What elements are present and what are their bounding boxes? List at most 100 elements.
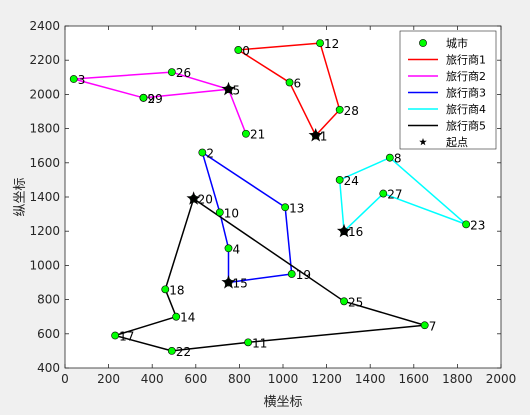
- city-label: 1: [320, 129, 328, 143]
- y-tick-label: 1200: [29, 224, 60, 238]
- y-tick-label: 1400: [29, 190, 60, 204]
- start-marker: [221, 81, 236, 96]
- city-label: 18: [169, 283, 184, 297]
- city-marker: [287, 270, 296, 278]
- x-axis-label: 横坐标: [263, 395, 302, 410]
- city-marker: [69, 75, 78, 83]
- y-tick-label: 2000: [29, 87, 60, 101]
- x-tick-label: 2000: [486, 372, 517, 386]
- city-marker: [139, 93, 148, 102]
- city-marker: [167, 346, 176, 355]
- y-axis-label: 纵坐标: [13, 177, 28, 216]
- city-marker: [111, 331, 120, 340]
- y-tick-label: 2200: [29, 53, 60, 67]
- city-label: 25: [348, 295, 363, 309]
- y-tick-label: 1000: [29, 258, 60, 272]
- city-label: 0: [242, 44, 250, 58]
- city-label: 8: [394, 152, 402, 166]
- y-tick-label: 2400: [29, 19, 60, 33]
- y-tick-label: 400: [37, 361, 60, 375]
- x-tick-label: 1200: [311, 372, 342, 386]
- city-marker: [420, 321, 429, 330]
- city-marker: [242, 129, 250, 138]
- city-label: 7: [429, 319, 437, 333]
- y-tick-label: 1600: [29, 156, 60, 170]
- legend-start-label: 起点: [446, 136, 468, 149]
- y-tick-label: 1800: [29, 122, 60, 136]
- legend-label-2: 旅行商2: [446, 69, 486, 83]
- city-marker: [285, 78, 294, 87]
- legend-label-5: 旅行商5: [446, 119, 486, 133]
- city-label: 4: [233, 242, 241, 256]
- y-tick-label: 800: [37, 293, 60, 307]
- start-marker: [308, 127, 323, 142]
- city-label: 14: [180, 311, 195, 325]
- city-label: 20: [198, 193, 213, 207]
- start-marker: [221, 275, 236, 289]
- city-label: 11: [252, 336, 267, 350]
- city-label: 28: [344, 104, 359, 118]
- city-label: 22: [176, 345, 191, 359]
- city-marker: [462, 220, 471, 229]
- legend-label-4: 旅行商4: [446, 102, 486, 116]
- city-label: 6: [294, 76, 302, 90]
- city-label: 23: [470, 218, 485, 232]
- legend-start-marker: [419, 138, 427, 146]
- city-marker: [244, 338, 253, 347]
- x-tick-label: 600: [184, 372, 207, 386]
- x-tick-label: 1800: [442, 372, 473, 386]
- city-marker: [335, 175, 344, 184]
- legend-city-label: 城市: [446, 36, 468, 50]
- city-marker: [281, 203, 290, 212]
- legend-label-3: 旅行商3: [446, 86, 486, 100]
- start-marker: [336, 223, 352, 238]
- start-marker: [186, 191, 201, 205]
- city-label: 10: [224, 206, 239, 220]
- city-label: 19: [296, 268, 311, 282]
- city-label: 2: [206, 147, 214, 161]
- city-label: 21: [250, 128, 265, 142]
- x-tick-label: 1000: [268, 372, 299, 386]
- city-label: 13: [289, 201, 304, 215]
- city-marker: [234, 46, 243, 54]
- x-tick-label: 800: [228, 372, 251, 386]
- city-label: 12: [324, 37, 339, 51]
- legend-label-1: 旅行商1: [446, 53, 486, 67]
- city-label: 24: [344, 174, 359, 188]
- city-marker: [379, 189, 388, 198]
- route-line-4: [338, 156, 467, 232]
- x-axis-ticks: 0 200 400 600 800 1000 1200 1400 1600 1800 2000: [61, 26, 516, 386]
- y-axis-ticks: 4006008001000120014001600180020002200240…: [29, 19, 501, 375]
- city-label: 17: [119, 330, 134, 344]
- city-marker: [335, 105, 344, 114]
- city-label: 9: [147, 92, 155, 106]
- city-label: 26: [176, 66, 191, 80]
- y-tick-label: 600: [37, 327, 60, 341]
- city-marker: [172, 312, 181, 321]
- city-marker: [224, 244, 233, 253]
- start-layer: [186, 81, 352, 289]
- city-label: 16: [348, 225, 363, 239]
- city-marker: [215, 208, 224, 217]
- city-marker: [340, 297, 348, 306]
- city-label: 5: [233, 83, 241, 97]
- x-tick-label: 400: [141, 372, 164, 386]
- city-label: 15: [233, 277, 248, 291]
- route-line-1: [237, 42, 341, 136]
- city-label: 3: [78, 73, 86, 87]
- legend-city-marker: [419, 39, 427, 47]
- city-label: 29: [147, 92, 162, 106]
- x-tick-label: 1600: [399, 372, 430, 386]
- legend-box: [399, 30, 497, 150]
- city-marker: [167, 68, 176, 77]
- city-label: 27: [387, 188, 402, 202]
- city-marker: [198, 148, 207, 157]
- city-marker: [385, 153, 394, 162]
- x-tick-label: 1400: [355, 372, 386, 386]
- city-marker: [161, 285, 170, 294]
- city-marker: [316, 39, 324, 47]
- x-tick-label: 200: [97, 372, 120, 386]
